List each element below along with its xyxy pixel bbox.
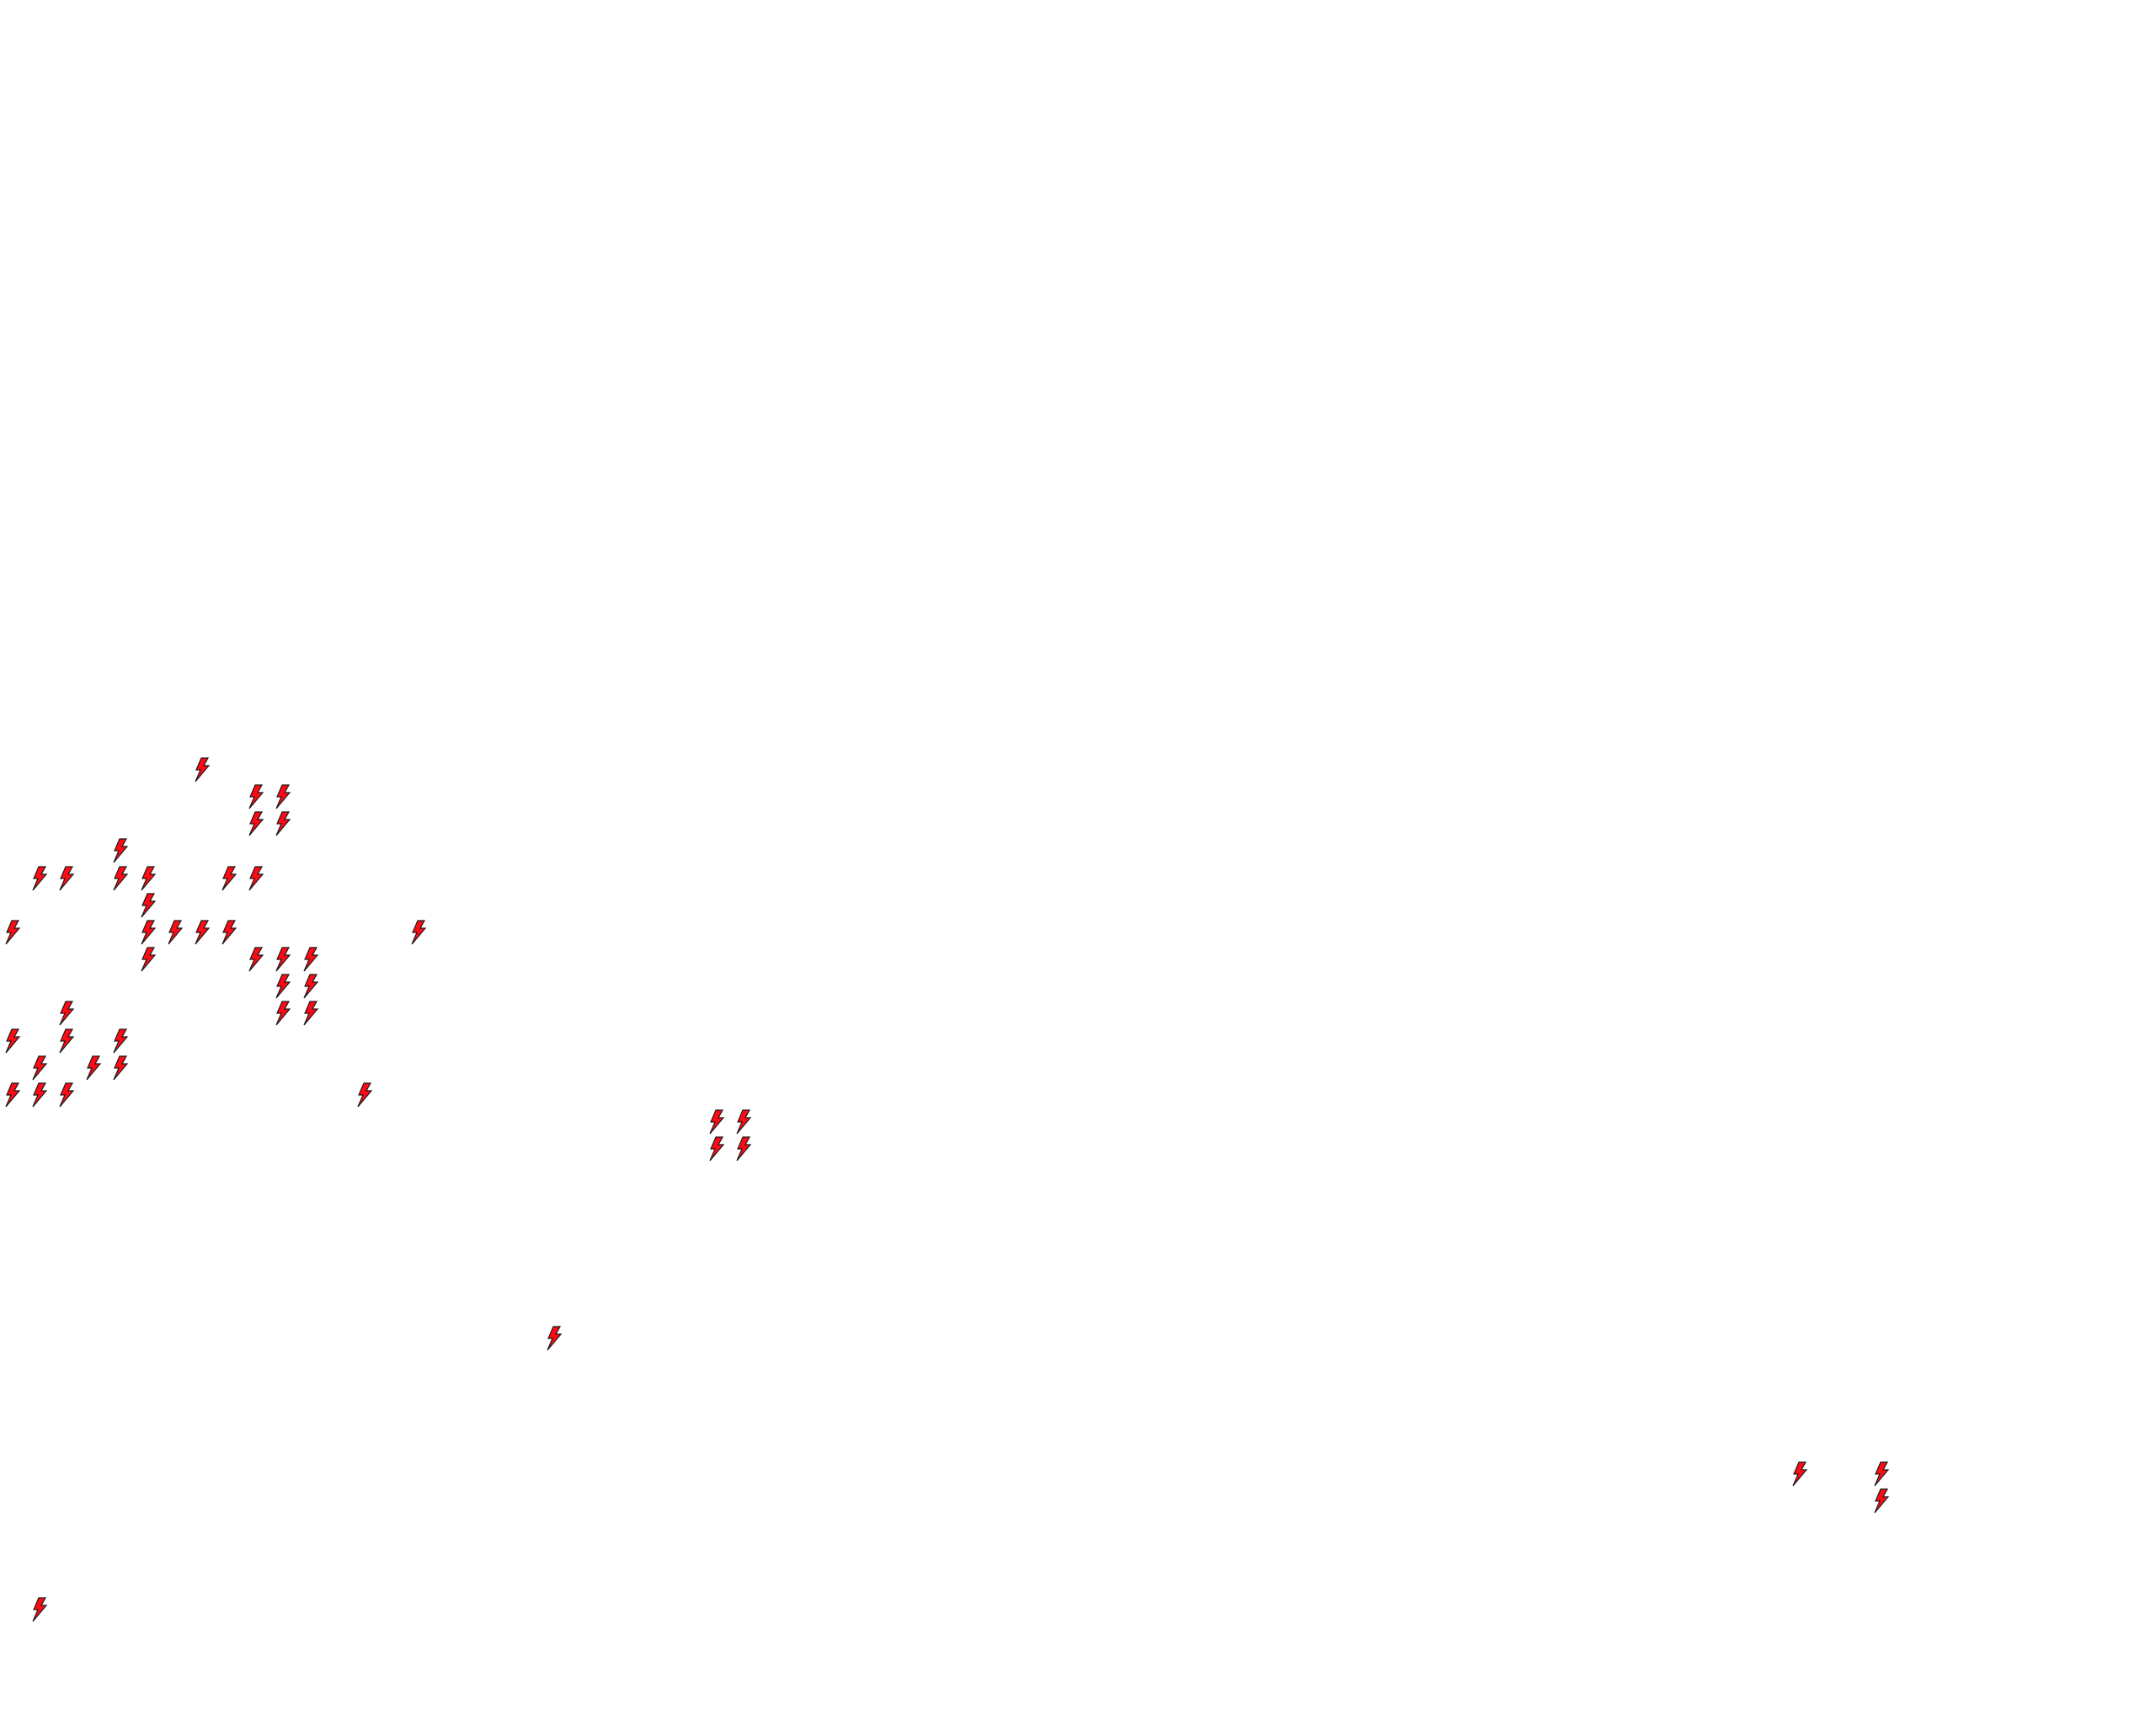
lightning-marker[interactable]: [302, 974, 319, 999]
lightning-marker[interactable]: [708, 1109, 725, 1135]
lightning-bolt-icon: [275, 1001, 291, 1026]
lightning-bolt-icon: [1792, 1461, 1808, 1487]
lightning-marker[interactable]: [248, 784, 264, 809]
lightning-bolt-icon: [59, 1082, 75, 1108]
lightning-bolt-icon: [275, 974, 291, 999]
lightning-bolt-icon: [5, 1028, 21, 1053]
lightning-marker[interactable]: [4, 920, 21, 945]
lightning-bolt-icon: [1874, 1461, 1890, 1487]
lightning-marker[interactable]: [275, 811, 291, 836]
lightning-bolt-icon: [59, 1028, 75, 1053]
lightning-marker[interactable]: [4, 1028, 21, 1054]
lightning-bolt-icon: [5, 1082, 21, 1108]
lightning-bolt-icon: [59, 1001, 75, 1026]
lightning-bolt-icon: [275, 947, 291, 972]
lightning-bolt-icon: [141, 947, 156, 972]
lightning-marker[interactable]: [356, 1082, 373, 1108]
lightning-bolt-icon: [32, 1597, 48, 1622]
lightning-marker[interactable]: [275, 947, 291, 972]
lightning-marker[interactable]: [221, 920, 237, 945]
lightning-marker[interactable]: [302, 1001, 319, 1026]
lightning-bolt-icon: [1874, 1488, 1890, 1514]
lightning-marker[interactable]: [112, 1028, 129, 1054]
lightning-marker[interactable]: [58, 1082, 75, 1108]
lightning-marker[interactable]: [275, 1001, 291, 1026]
lightning-bolt-icon: [195, 757, 211, 782]
lightning-marker[interactable]: [112, 1055, 129, 1081]
lightning-bolt-icon: [86, 1055, 102, 1081]
lightning-bolt-icon: [221, 920, 237, 945]
lightning-marker[interactable]: [4, 1082, 21, 1108]
lightning-marker[interactable]: [735, 1109, 752, 1135]
lightning-marker[interactable]: [302, 947, 319, 972]
lightning-bolt-icon: [709, 1136, 725, 1162]
lightning-marker[interactable]: [58, 1001, 75, 1026]
lightning-bolt-icon: [248, 784, 264, 809]
lightning-marker[interactable]: [1873, 1461, 1890, 1487]
lightning-bolt-icon: [32, 1055, 48, 1081]
lightning-bolt-icon: [302, 1001, 318, 1026]
lightning-bolt-icon: [357, 1082, 373, 1108]
lightning-marker[interactable]: [221, 866, 237, 891]
lightning-bolt-icon: [141, 920, 156, 945]
lightning-bolt-icon: [141, 866, 156, 891]
lightning-marker[interactable]: [167, 920, 184, 945]
lightning-marker[interactable]: [140, 947, 157, 972]
lightning-bolt-icon: [275, 811, 291, 836]
lightning-bolt-icon: [113, 838, 129, 863]
lightning-marker[interactable]: [31, 866, 48, 891]
lightning-bolt-icon: [709, 1109, 725, 1135]
lightning-marker[interactable]: [1791, 1461, 1808, 1487]
lightning-marker[interactable]: [248, 866, 264, 891]
lightning-marker[interactable]: [708, 1136, 725, 1162]
lightning-marker[interactable]: [112, 838, 129, 863]
lightning-bolt-icon: [547, 1326, 563, 1351]
lightning-bolt-icon: [736, 1136, 752, 1162]
lightning-bolt-icon: [113, 1028, 129, 1053]
lightning-marker[interactable]: [194, 920, 211, 945]
lightning-bolt-icon: [302, 947, 318, 972]
lightning-bolt-icon: [248, 811, 264, 836]
lightning-bolt-icon: [248, 947, 264, 972]
lightning-marker[interactable]: [112, 866, 129, 891]
lightning-marker[interactable]: [275, 974, 291, 999]
lightning-bolt-icon: [141, 893, 156, 918]
lightning-bolt-icon: [411, 920, 427, 945]
lightning-bolt-icon: [736, 1109, 752, 1135]
lightning-marker[interactable]: [58, 1028, 75, 1054]
lightning-bolt-icon: [221, 866, 237, 891]
lightning-marker[interactable]: [140, 920, 157, 945]
lightning-bolt-icon: [113, 866, 129, 891]
lightning-marker[interactable]: [546, 1326, 563, 1351]
lightning-marker[interactable]: [248, 811, 264, 836]
lightning-bolt-icon: [32, 866, 48, 891]
lightning-marker[interactable]: [194, 757, 211, 782]
lightning-marker[interactable]: [58, 866, 75, 891]
lightning-marker[interactable]: [140, 866, 157, 891]
lightning-marker[interactable]: [1873, 1488, 1890, 1514]
lightning-bolt-icon: [248, 866, 264, 891]
lightning-bolt-icon: [275, 784, 291, 809]
lightning-marker[interactable]: [31, 1082, 48, 1108]
lightning-bolt-icon: [168, 920, 184, 945]
lightning-bolt-icon: [5, 920, 21, 945]
lightning-bolt-icon: [113, 1055, 129, 1081]
lightning-marker[interactable]: [275, 784, 291, 809]
lightning-bolt-icon: [59, 866, 75, 891]
lightning-marker[interactable]: [248, 947, 264, 972]
lightning-bolt-icon: [195, 920, 211, 945]
lightning-marker[interactable]: [31, 1597, 48, 1622]
lightning-marker[interactable]: [140, 893, 157, 918]
lightning-marker[interactable]: [735, 1136, 752, 1162]
lightning-marker[interactable]: [85, 1055, 102, 1081]
lightning-bolt-icon: [302, 974, 318, 999]
lightning-marker[interactable]: [31, 1055, 48, 1081]
lightning-bolt-icon: [32, 1082, 48, 1108]
lightning-marker[interactable]: [410, 920, 427, 945]
